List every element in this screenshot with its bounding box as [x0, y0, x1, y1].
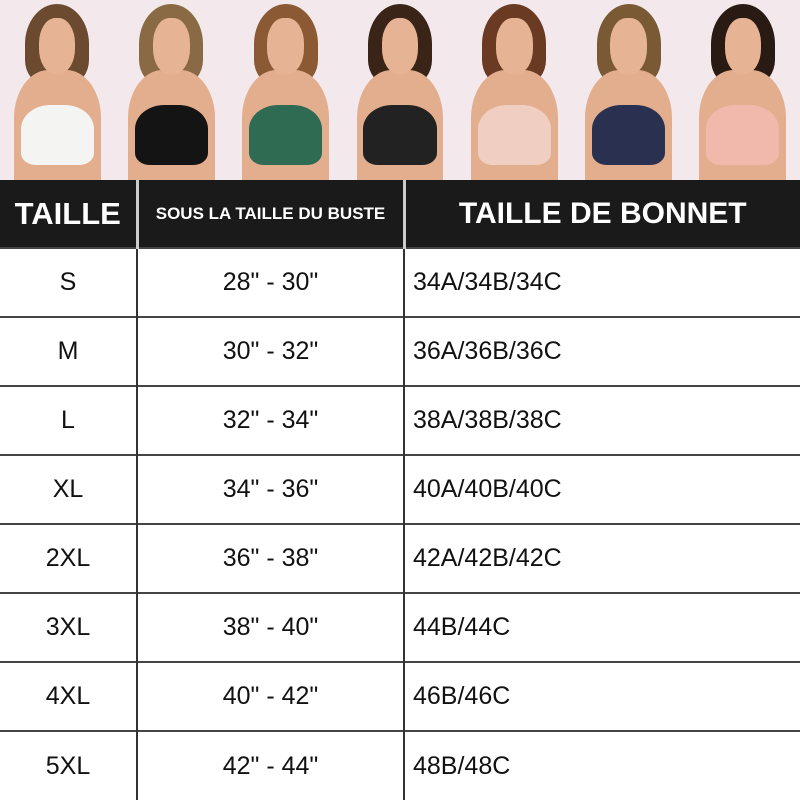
face [38, 18, 76, 74]
size-cell: 3XL [0, 592, 138, 662]
cup-size-cell: 46B/46C [404, 661, 800, 731]
cup-size-cell: 48B/48C [404, 730, 800, 800]
green-bra-model [229, 0, 343, 180]
bra [363, 105, 437, 165]
size-cell: 5XL [0, 730, 138, 800]
white-bra-model [0, 0, 114, 180]
table-row: XL 34" - 36" 40A/40B/40C [0, 454, 800, 524]
face [153, 18, 190, 74]
face [267, 18, 304, 74]
face [381, 18, 419, 74]
face [610, 18, 647, 74]
bra [477, 105, 551, 165]
bra [706, 105, 780, 165]
face [495, 18, 533, 74]
underbust-cell: 38" - 40" [137, 592, 405, 662]
nude-bra-model [457, 0, 571, 180]
size-chart-table: TAILLE SOUS LA TAILLE DU BUSTE TAILLE DE… [0, 180, 800, 800]
header-underbust: SOUS LA TAILLE DU BUSTE [137, 180, 406, 248]
underbust-cell: 34" - 36" [137, 454, 405, 524]
black-bra-model [114, 0, 228, 180]
pink-bra-model [686, 0, 800, 180]
underbust-cell: 36" - 38" [137, 523, 405, 593]
bra [249, 105, 323, 165]
bra [20, 105, 94, 165]
underbust-cell: 28" - 30" [137, 247, 405, 317]
bra [134, 105, 208, 165]
cup-size-cell: 44B/44C [404, 592, 800, 662]
underbust-cell: 30" - 32" [137, 316, 405, 386]
cup-size-cell: 38A/38B/38C [404, 385, 800, 455]
header-cup-size: TAILLE DE BONNET [404, 180, 800, 248]
table-row: 3XL 38" - 40" 44B/44C [0, 592, 800, 662]
table-row: M 30" - 32" 36A/36B/36C [0, 316, 800, 386]
underbust-cell: 40" - 42" [137, 661, 405, 731]
size-cell: 4XL [0, 661, 138, 731]
table-row: L 32" - 34" 38A/38B/38C [0, 385, 800, 455]
table-row: 2XL 36" - 38" 42A/42B/42C [0, 523, 800, 593]
bra [591, 105, 666, 165]
model-photo-strip [0, 0, 800, 180]
cup-size-cell: 36A/36B/36C [404, 316, 800, 386]
underbust-cell: 32" - 34" [137, 385, 405, 455]
underbust-cell: 42" - 44" [137, 730, 405, 800]
face [724, 18, 762, 74]
cup-size-cell: 42A/42B/42C [404, 523, 800, 593]
size-cell: L [0, 385, 138, 455]
cup-size-cell: 34A/34B/34C [404, 247, 800, 317]
size-cell: XL [0, 454, 138, 524]
header-size: TAILLE [0, 180, 139, 248]
table-row: 5XL 42" - 44" 48B/48C [0, 730, 800, 800]
size-cell: 2XL [0, 523, 138, 593]
size-cell: S [0, 247, 138, 317]
navy-bra-model [571, 0, 685, 180]
table-row: 4XL 40" - 42" 46B/46C [0, 661, 800, 731]
cup-size-cell: 40A/40B/40C [404, 454, 800, 524]
header-row: TAILLE SOUS LA TAILLE DU BUSTE TAILLE DE… [0, 180, 800, 248]
black-lace-bra-model [343, 0, 457, 180]
table-row: S 28" - 30" 34A/34B/34C [0, 247, 800, 317]
size-cell: M [0, 316, 138, 386]
